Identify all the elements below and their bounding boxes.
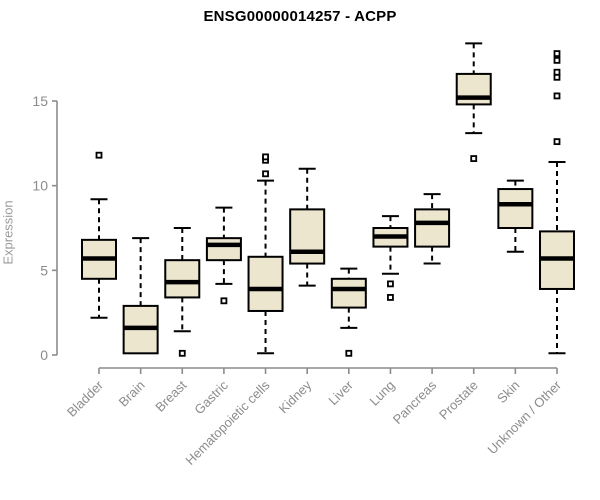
outlier-point [553,50,561,57]
category-label: Brain [116,378,148,410]
box-kidney [289,167,326,287]
category-label: Bladder [64,377,107,420]
box-liver [330,267,367,357]
outlier-point [387,280,394,288]
category-label: Unknown / Other [485,377,565,457]
outlier-point [470,155,478,162]
category-label: Pancreas [390,377,440,427]
category-label: Gastric [191,377,231,417]
box-lung [372,215,409,301]
outlier-point [553,92,561,100]
iqr-box [289,208,326,265]
box-brain [122,237,159,355]
outlier-point [553,138,561,146]
iqr-box [205,237,242,262]
outlier-point [345,349,353,357]
outlier-point [220,297,228,305]
iqr-box [414,208,451,248]
box-skin [497,179,534,253]
category-label: Breast [152,377,189,414]
box-unknown-other [538,50,575,355]
category-label: Prostate [436,378,481,423]
box-breast [164,227,201,357]
box-hematopoietic-cells [247,153,284,355]
outlier-point [553,68,561,76]
iqr-box [247,255,284,312]
box-pancreas [414,193,451,265]
outlier-point [95,151,103,159]
outlier-point [553,56,561,64]
outlier-point [262,153,269,161]
y-tick-label: 5 [40,262,48,278]
category-label: Skin [494,378,522,406]
outlier-point [387,294,394,301]
outlier-point [178,349,186,357]
iqr-box [497,188,534,230]
category-label: Lung [367,378,398,409]
iqr-box [164,259,201,299]
box-gastric [205,206,242,305]
y-tick-label: 15 [32,93,48,109]
iqr-box [330,277,367,309]
outlier-point [262,170,269,178]
y-axis-title: Expression [0,200,16,265]
box-bladder [81,151,117,319]
y-tick-label: 0 [40,347,48,363]
chart-title: ENSG00000014257 - ACPP [203,8,397,25]
category-label: Kidney [276,377,315,416]
y-tick-label: 10 [32,178,48,194]
category-label: Liver [325,377,356,408]
box-prostate [455,42,492,162]
